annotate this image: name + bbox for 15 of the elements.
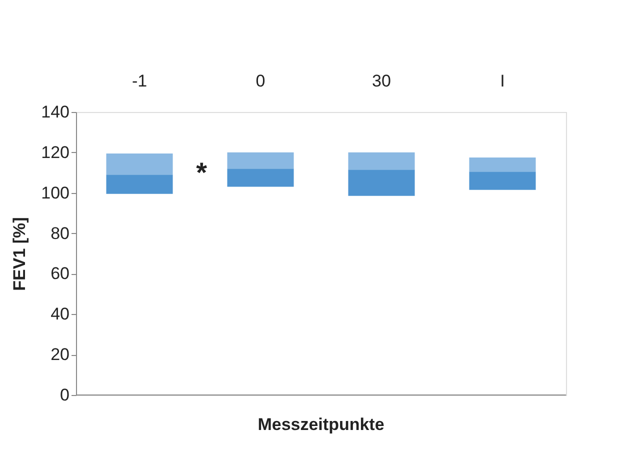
- y-tick-label: 40: [50, 304, 70, 324]
- y-tick-label: 80: [50, 224, 70, 243]
- y-axis-title: FEV1 [%]: [10, 217, 30, 291]
- y-tick-label: 20: [50, 345, 70, 364]
- y-tick-label: 120: [41, 142, 70, 162]
- x-tick-label: 30: [372, 72, 391, 90]
- y-tick-label: 100: [41, 183, 70, 202]
- y-tick-label: 60: [50, 264, 70, 284]
- annotation: *: [196, 157, 208, 188]
- x-tick-label: I: [500, 72, 505, 90]
- x-tick-label: -1: [132, 72, 148, 90]
- y-tick-label: 0: [60, 386, 70, 404]
- y-tick-label: 140: [41, 102, 70, 122]
- x-axis-title: Messzeitpunkte: [258, 415, 384, 434]
- x-tick-label: 0: [256, 72, 266, 90]
